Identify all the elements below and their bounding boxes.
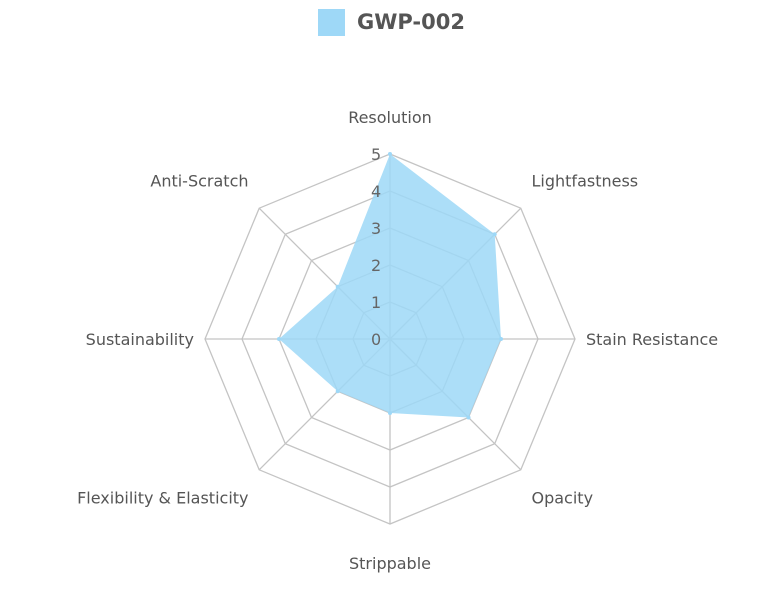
data-point[interactable] (388, 411, 392, 415)
axis-label: Stain Resistance (586, 330, 718, 349)
axis-label: Resolution (348, 108, 432, 127)
data-point[interactable] (335, 284, 340, 289)
data-point[interactable] (388, 152, 392, 156)
data-point[interactable] (492, 232, 497, 237)
series-area[interactable] (279, 154, 501, 418)
legend-swatch (318, 8, 345, 36)
axis-label: Anti-Scratch (150, 172, 248, 191)
data-point[interactable] (277, 337, 281, 341)
legend-label: GWP-002 (357, 10, 465, 34)
axis-label: Lightfastness (532, 172, 639, 191)
data-point[interactable] (335, 389, 340, 394)
tick-labels: 0 1 2 3 4 5 (371, 145, 381, 349)
series-layer (277, 152, 503, 420)
axis-label: Opacity (532, 488, 594, 507)
axis-label: Flexibility & Elasticity (77, 488, 248, 507)
chart-legend[interactable]: GWP-002 (318, 6, 465, 38)
tick-label: 5 (371, 145, 381, 164)
axis-label: Sustainability (86, 330, 194, 349)
tick-label: 1 (371, 293, 381, 312)
data-point[interactable] (499, 337, 503, 341)
tick-label: 3 (371, 219, 381, 238)
axis-labels: Resolution Lightfastness Stain Resistance O… (77, 108, 718, 573)
tick-label: 4 (371, 182, 381, 201)
tick-label: 2 (371, 256, 381, 275)
data-point[interactable] (466, 415, 471, 420)
axis-label: Strippable (349, 554, 431, 573)
tick-label: 0 (371, 330, 381, 349)
